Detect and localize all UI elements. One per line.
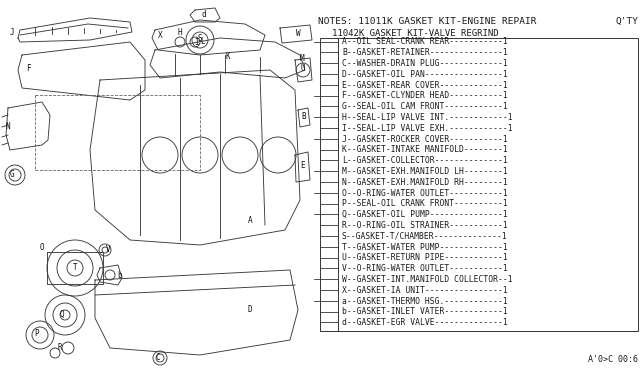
Text: X--GASKET-IA UNIT----------------1: X--GASKET-IA UNIT----------------1 (342, 286, 508, 295)
Text: D--GASKET-OIL PAN----------------1: D--GASKET-OIL PAN----------------1 (342, 70, 508, 79)
Text: M: M (300, 54, 304, 62)
Text: NOTES: 11011K GASKET KIT-ENGINE REPAIR: NOTES: 11011K GASKET KIT-ENGINE REPAIR (318, 17, 536, 26)
Text: H: H (178, 28, 182, 36)
Text: Q'TY: Q'TY (615, 17, 638, 26)
Text: O--O-RING-WATER OUTLET-----------1: O--O-RING-WATER OUTLET-----------1 (342, 189, 508, 198)
Text: J: J (10, 28, 14, 36)
Text: L--GASKET-COLLECTOR--------------1: L--GASKET-COLLECTOR--------------1 (342, 156, 508, 165)
Text: N: N (6, 122, 10, 131)
Text: J--GASKET-ROCKER COVER-----------1: J--GASKET-ROCKER COVER-----------1 (342, 135, 508, 144)
Text: A'0>C 00:6: A'0>C 00:6 (588, 355, 638, 364)
Text: U: U (301, 64, 305, 73)
Text: P: P (35, 330, 39, 339)
Text: R: R (58, 343, 62, 352)
Text: N--GASKET-EXH.MANIFOLD RH--------1: N--GASKET-EXH.MANIFOLD RH--------1 (342, 178, 508, 187)
Text: U--GASKET-RETURN PIPE------------1: U--GASKET-RETURN PIPE------------1 (342, 253, 508, 262)
Text: A--OIL SEAL-CRANK REAR-----------1: A--OIL SEAL-CRANK REAR-----------1 (342, 37, 508, 46)
Text: R--O-RING-OIL STRAINER-----------1: R--O-RING-OIL STRAINER-----------1 (342, 221, 508, 230)
Text: A: A (248, 215, 252, 224)
Text: E: E (301, 160, 305, 170)
Text: I: I (195, 38, 199, 46)
Text: S: S (198, 33, 202, 42)
Text: E--GASKET-REAR COVER-------------1: E--GASKET-REAR COVER-------------1 (342, 81, 508, 90)
Text: C: C (156, 353, 160, 362)
Text: I--SEAL-LIP VALVE EXH.------------1: I--SEAL-LIP VALVE EXH.------------1 (342, 124, 513, 133)
Text: L: L (201, 36, 205, 45)
Text: B--GASKET-RETAINER---------------1: B--GASKET-RETAINER---------------1 (342, 48, 508, 57)
Text: b--GASKET-INLET VATER------------1: b--GASKET-INLET VATER------------1 (342, 307, 508, 316)
Text: d--GASKET-EGR VALVE--------------1: d--GASKET-EGR VALVE--------------1 (342, 318, 508, 327)
Text: X: X (157, 31, 163, 39)
Text: M--GASKET-EXH.MANIFOLD LH--------1: M--GASKET-EXH.MANIFOLD LH--------1 (342, 167, 508, 176)
Text: Q--GASKET-OIL PUMP---------------1: Q--GASKET-OIL PUMP---------------1 (342, 210, 508, 219)
Text: K: K (226, 51, 230, 61)
Text: b: b (118, 270, 122, 279)
Text: O: O (40, 244, 44, 253)
Text: F: F (26, 64, 30, 73)
Text: W: W (296, 29, 300, 38)
Text: V: V (106, 246, 110, 254)
Text: F--GASKET-CLYNDER HEAD-----------1: F--GASKET-CLYNDER HEAD-----------1 (342, 92, 508, 100)
Text: d: d (202, 10, 206, 19)
Text: K--GASKET-INTAKE MANIFOLD--------1: K--GASKET-INTAKE MANIFOLD--------1 (342, 145, 508, 154)
Text: H--SEAL-LIP VALVE INT.------------1: H--SEAL-LIP VALVE INT.------------1 (342, 113, 513, 122)
Text: S--GASKET-T/CHAMBER--------------1: S--GASKET-T/CHAMBER--------------1 (342, 232, 508, 241)
Text: Q: Q (60, 310, 64, 318)
Text: P--SEAL-OIL CRANK FRONT----------1: P--SEAL-OIL CRANK FRONT----------1 (342, 199, 508, 208)
Bar (320, 38, 638, 331)
Text: W--GASKET-INT.MANIFOLD COLLECTOR--1: W--GASKET-INT.MANIFOLD COLLECTOR--1 (342, 275, 513, 284)
Text: T: T (73, 263, 77, 273)
Text: D: D (248, 305, 252, 314)
Text: V--O-RING-WATER OUTLET-----------1: V--O-RING-WATER OUTLET-----------1 (342, 264, 508, 273)
Text: C--WASHER-DRAIN PLUG-------------1: C--WASHER-DRAIN PLUG-------------1 (342, 59, 508, 68)
Text: B: B (301, 112, 307, 121)
Text: G: G (10, 170, 14, 179)
Text: G--SEAL-OIL CAM FRONT------------1: G--SEAL-OIL CAM FRONT------------1 (342, 102, 508, 111)
Text: 11042K GASKET KIT-VALVE REGRIND: 11042K GASKET KIT-VALVE REGRIND (332, 29, 499, 38)
Text: T--GASKET-WATER PUMP-------------1: T--GASKET-WATER PUMP-------------1 (342, 243, 508, 251)
Text: a--GASKET-THERMO HSG.------------1: a--GASKET-THERMO HSG.------------1 (342, 296, 508, 305)
